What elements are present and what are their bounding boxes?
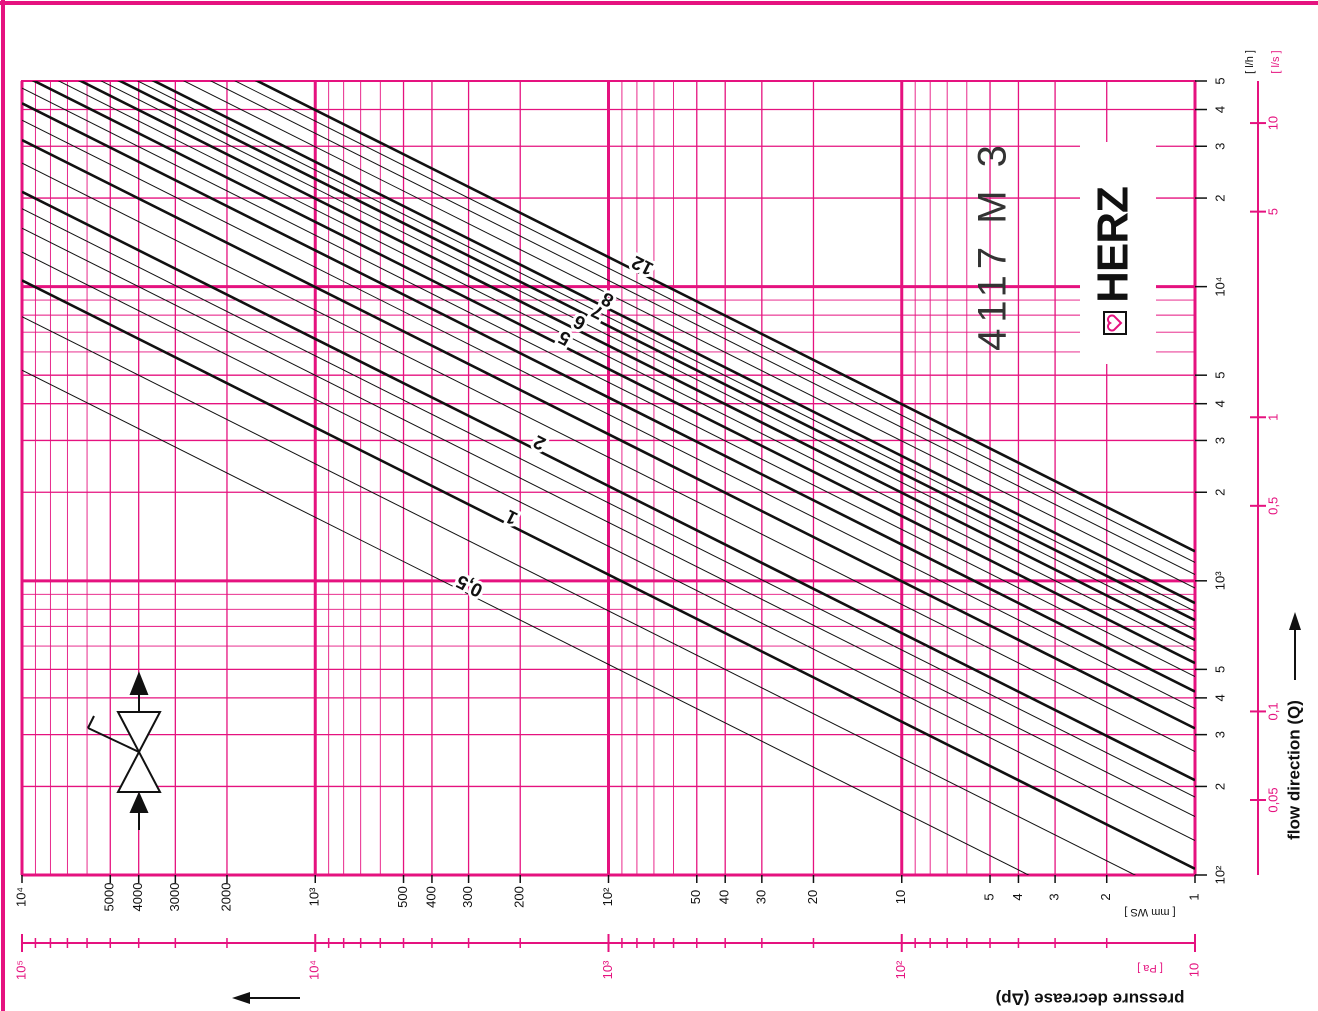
x-unit: [ mm WS ] bbox=[1124, 906, 1175, 918]
logo-heart-box bbox=[1103, 311, 1127, 335]
y-tick-label: 5 bbox=[1212, 666, 1227, 673]
x-tick-label: 2000 bbox=[218, 883, 233, 912]
curve bbox=[77, 81, 1195, 641]
curve bbox=[22, 162, 1195, 752]
x-tick-label: 40 bbox=[717, 890, 732, 904]
annotation: 4117 M 3 bbox=[971, 139, 1015, 351]
y-tick-label: 4 bbox=[1212, 400, 1227, 407]
y2-unit: [ l/s ] bbox=[1270, 50, 1282, 73]
x-tick-label: 5000 bbox=[102, 883, 117, 912]
x-tick-label: 10⁴ bbox=[13, 887, 28, 907]
x-tick-label: 2 bbox=[1098, 893, 1113, 900]
curve bbox=[22, 251, 1195, 841]
x-tick-label: 4 bbox=[1010, 893, 1025, 900]
curve bbox=[22, 119, 1195, 709]
x-tick-label: 30 bbox=[753, 890, 768, 904]
x-tick-label: 3000 bbox=[167, 883, 182, 912]
x-tick-label: 300 bbox=[460, 886, 475, 908]
axes: 10⁴ 5000 4000 3000 2000 10³ 500 400 300 200 10² 50 4… bbox=[13, 77, 1280, 980]
y2-tick-label: 0,5 bbox=[1265, 497, 1280, 515]
y-axis-arrow bbox=[1289, 612, 1301, 680]
y-tick-label: 10⁴ bbox=[1212, 277, 1227, 297]
curve-label: 1 bbox=[502, 505, 521, 529]
x-tick-label: 20 bbox=[805, 890, 820, 904]
y-tick-label: 2 bbox=[1212, 783, 1227, 790]
curve bbox=[57, 81, 1195, 652]
x-tick-label: 3 bbox=[1047, 893, 1062, 900]
curve-label: 12 bbox=[629, 251, 657, 279]
curve bbox=[22, 369, 1030, 875]
curve bbox=[22, 227, 1195, 818]
curve bbox=[22, 190, 1195, 782]
y-tick-label: 4 bbox=[1212, 694, 1227, 701]
x-tick-label: 200 bbox=[512, 886, 527, 908]
curve bbox=[234, 81, 1195, 563]
x2-tick-label: 10³ bbox=[600, 960, 615, 979]
y2-tick-label: 0,1 bbox=[1265, 702, 1280, 720]
y-unit: [ l/h ] bbox=[1244, 50, 1256, 74]
curves bbox=[22, 81, 1195, 875]
curve bbox=[182, 81, 1195, 589]
y2-tick-label: 5 bbox=[1265, 208, 1280, 215]
y-tick-label: 5 bbox=[1212, 372, 1227, 379]
y-tick-label: 3 bbox=[1212, 437, 1227, 444]
y-tick-label: 2 bbox=[1212, 194, 1227, 201]
x-tick-label: 4000 bbox=[130, 883, 145, 912]
x-tick-label: 500 bbox=[395, 886, 410, 908]
y-tick-label: 5 bbox=[1212, 77, 1227, 84]
curve-label: 0,5 bbox=[453, 570, 486, 601]
curve bbox=[22, 316, 1137, 875]
curve bbox=[100, 81, 1195, 630]
y-tick-label: 3 bbox=[1212, 143, 1227, 150]
logo: HERZ bbox=[1089, 187, 1138, 303]
curve bbox=[254, 81, 1195, 553]
y2-tick-label: 1 bbox=[1265, 414, 1280, 421]
curve-label: 2 bbox=[530, 430, 549, 454]
logo-heart bbox=[1107, 314, 1123, 332]
x-axis-arrow bbox=[232, 992, 300, 1004]
x2-tick-label: 10² bbox=[893, 960, 908, 979]
curve bbox=[151, 81, 1195, 605]
grid bbox=[20, 80, 1197, 877]
curve-label: 8 bbox=[598, 287, 617, 311]
curve bbox=[22, 138, 1195, 730]
x-tick-label: 5 bbox=[981, 893, 996, 900]
y2-tick-label: 0,05 bbox=[1265, 787, 1280, 812]
x2-tick-label: 10 bbox=[1186, 963, 1201, 977]
curve-label: 6 bbox=[570, 310, 589, 334]
x2-tick-label: 10⁴ bbox=[307, 960, 322, 980]
x-tick-label: 1 bbox=[1186, 893, 1201, 900]
y2-tick-label: 10 bbox=[1265, 116, 1280, 130]
curve bbox=[209, 81, 1195, 576]
curve bbox=[136, 81, 1195, 612]
curve bbox=[22, 208, 1195, 798]
y-axis-title: flow direction (Q) bbox=[1284, 700, 1303, 840]
x2-tick-label: 10⁵ bbox=[13, 960, 28, 980]
y-tick-label: 2 bbox=[1212, 489, 1227, 496]
curve bbox=[31, 81, 1195, 665]
y-tick-label: 10³ bbox=[1212, 571, 1227, 590]
x-tick-label: 50 bbox=[688, 890, 703, 904]
y-tick-label: 10² bbox=[1212, 865, 1227, 884]
curve bbox=[22, 279, 1195, 870]
x-tick-label: 10 bbox=[893, 890, 908, 904]
x-axis-title: pressure decrease (Δp) bbox=[996, 990, 1185, 1009]
y-tick-label: 3 bbox=[1212, 731, 1227, 738]
curve bbox=[22, 102, 1195, 693]
x-tick-label: 10² bbox=[600, 887, 615, 906]
x-tick-label: 10³ bbox=[307, 887, 322, 906]
y-tick-label: 4 bbox=[1212, 106, 1227, 113]
curve bbox=[22, 87, 1195, 677]
curve bbox=[117, 81, 1195, 622]
valve-symbol bbox=[87, 671, 162, 830]
x-tick-label: 400 bbox=[423, 886, 438, 908]
x2-unit: [ Pa ] bbox=[1137, 962, 1163, 974]
